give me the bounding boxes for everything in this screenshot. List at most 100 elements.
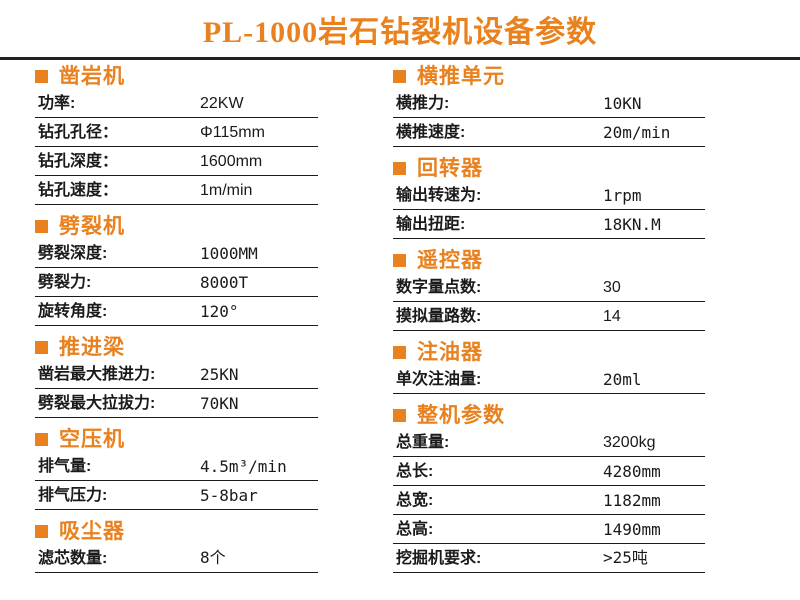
spec-label: 旋转角度: (38, 303, 108, 320)
spec-label: 滤芯数量: (38, 550, 108, 567)
spec-label: 输出转速为: (396, 187, 482, 204)
spec-row: 排气量: 4.5m³/min (35, 452, 318, 481)
section-rotator: 回转器 输出转速为: 1rpm 输出扭距: 18KN.M (393, 155, 705, 239)
section-title: 劈裂机 (59, 213, 125, 238)
section-bullet-icon (35, 69, 48, 83)
spec-value: 70KN (200, 394, 239, 413)
spec-label: 钻孔速度： (38, 182, 119, 199)
spec-value: 20ml (603, 370, 642, 389)
spec-row: 输出转速为: 1rpm (393, 181, 705, 210)
section-bullet-icon (393, 161, 406, 175)
spec-value: 1490mm (603, 520, 661, 539)
section-machine-params: 整机参数 总重量: 3200kg 总长: 4280mm 总宽: 1182mm 总… (393, 402, 705, 573)
spec-row: 钻孔速度： 1m/min (35, 176, 318, 205)
section-header: 横推单元 (393, 63, 705, 89)
spec-row: 总重量: 3200kg (393, 428, 705, 457)
spec-value: 4.5m³/min (200, 457, 287, 476)
spec-label: 功率: (38, 95, 76, 112)
section-feed-beam: 推进梁 凿岩最大推进力: 25KN 劈裂最大拉拔力: 70KN (35, 334, 318, 418)
spec-value: >25吨 (603, 548, 648, 567)
section-header: 吸尘器 (35, 518, 318, 544)
spec-label: 输出扭距: (396, 216, 466, 233)
spec-label: 总宽: (396, 492, 434, 509)
spec-value: 1600mm (200, 153, 263, 170)
spec-value: 1000MM (200, 244, 258, 263)
spec-label: 排气压力: (38, 487, 108, 504)
section-title: 吸尘器 (59, 518, 125, 543)
section-bullet-icon (35, 219, 48, 233)
spec-label: 劈裂最大拉拔力: (38, 395, 156, 412)
spec-value: 30 (603, 279, 621, 296)
section-title: 推进梁 (59, 334, 125, 359)
spec-label: 钻孔深度： (38, 153, 119, 170)
section-bullet-icon (393, 345, 406, 359)
section-dust-collector: 吸尘器 滤芯数量: 8个 (35, 518, 318, 573)
section-air-compressor: 空压机 排气量: 4.5m³/min 排气压力: 5-8bar (35, 426, 318, 510)
spec-value: 4280mm (603, 462, 661, 481)
section-oiler: 注油器 单次注油量: 20ml (393, 339, 705, 394)
spec-value: 120° (200, 302, 239, 321)
spec-label: 总高: (396, 521, 434, 538)
section-header: 空压机 (35, 426, 318, 452)
title-divider (0, 57, 800, 60)
spec-row: 横推力: 10KN (393, 89, 705, 118)
right-column: 横推单元 横推力: 10KN 横推速度: 20m/min 回转器 输出转速为: … (393, 63, 705, 573)
section-header: 推进梁 (35, 334, 318, 360)
spec-value: 18KN.M (603, 215, 661, 234)
spec-row: 总高: 1490mm (393, 515, 705, 544)
section-header: 劈裂机 (35, 213, 318, 239)
spec-row: 总长: 4280mm (393, 457, 705, 486)
section-header: 注油器 (393, 339, 705, 365)
spec-label: 钻孔孔径： (38, 124, 119, 141)
spec-value: 5-8bar (200, 486, 258, 505)
spec-label: 横推速度: (396, 124, 466, 141)
spec-value: 20m/min (603, 123, 671, 142)
spec-label: 摸拟量路数: (396, 308, 482, 325)
left-column: 凿岩机 功率: 22KW 钻孔孔径： Φ115mm 钻孔深度： 1600mm 钻… (35, 63, 318, 573)
spec-value: 3200kg (603, 434, 656, 451)
spec-label: 单次注油量: (396, 371, 482, 388)
spec-label: 劈裂深度: (38, 245, 108, 262)
spec-value: Φ115mm (200, 124, 265, 141)
spec-label: 横推力: (396, 95, 450, 112)
spec-value: 14 (603, 308, 621, 325)
spec-label: 排气量: (38, 458, 92, 475)
section-title: 横推单元 (417, 63, 505, 88)
section-title: 凿岩机 (59, 63, 125, 88)
spec-row: 数字量点数: 30 (393, 273, 705, 302)
spec-row: 横推速度: 20m/min (393, 118, 705, 147)
section-lateral-push-unit: 横推单元 横推力: 10KN 横推速度: 20m/min (393, 63, 705, 147)
spec-row: 单次注油量: 20ml (393, 365, 705, 394)
spec-row: 凿岩最大推进力: 25KN (35, 360, 318, 389)
section-title: 注油器 (417, 339, 483, 364)
spec-row: 摸拟量路数: 14 (393, 302, 705, 331)
spec-row: 旋转角度: 120° (35, 297, 318, 326)
section-header: 回转器 (393, 155, 705, 181)
section-remote-control: 遥控器 数字量点数: 30 摸拟量路数: 14 (393, 247, 705, 331)
spec-value: 1182mm (603, 491, 661, 510)
page-title: PL-1000岩石钻裂机设备参数 (202, 16, 598, 49)
spec-row: 劈裂最大拉拔力: 70KN (35, 389, 318, 418)
section-bullet-icon (35, 340, 48, 354)
section-header: 遥控器 (393, 247, 705, 273)
section-bullet-icon (35, 432, 48, 446)
spec-row: 劈裂深度: 1000MM (35, 239, 318, 268)
section-bullet-icon (393, 69, 406, 83)
spec-value: 1m/min (200, 182, 253, 199)
spec-row: 总宽: 1182mm (393, 486, 705, 515)
section-rock-drill: 凿岩机 功率: 22KW 钻孔孔径： Φ115mm 钻孔深度： 1600mm 钻… (35, 63, 318, 205)
spec-row: 挖掘机要求: >25吨 (393, 544, 705, 573)
spec-row: 钻孔深度： 1600mm (35, 147, 318, 176)
spec-row: 功率: 22KW (35, 89, 318, 118)
spec-label: 劈裂力: (38, 274, 92, 291)
spec-row: 钻孔孔径： Φ115mm (35, 118, 318, 147)
spec-label: 挖掘机要求: (396, 550, 482, 567)
section-bullet-icon (393, 408, 406, 422)
spec-row: 滤芯数量: 8个 (35, 544, 318, 573)
spec-value: 22KW (200, 95, 244, 112)
section-bullet-icon (393, 253, 406, 267)
spec-value: 8000T (200, 273, 249, 292)
spec-label: 数字量点数: (396, 279, 482, 296)
section-title: 整机参数 (417, 402, 505, 427)
